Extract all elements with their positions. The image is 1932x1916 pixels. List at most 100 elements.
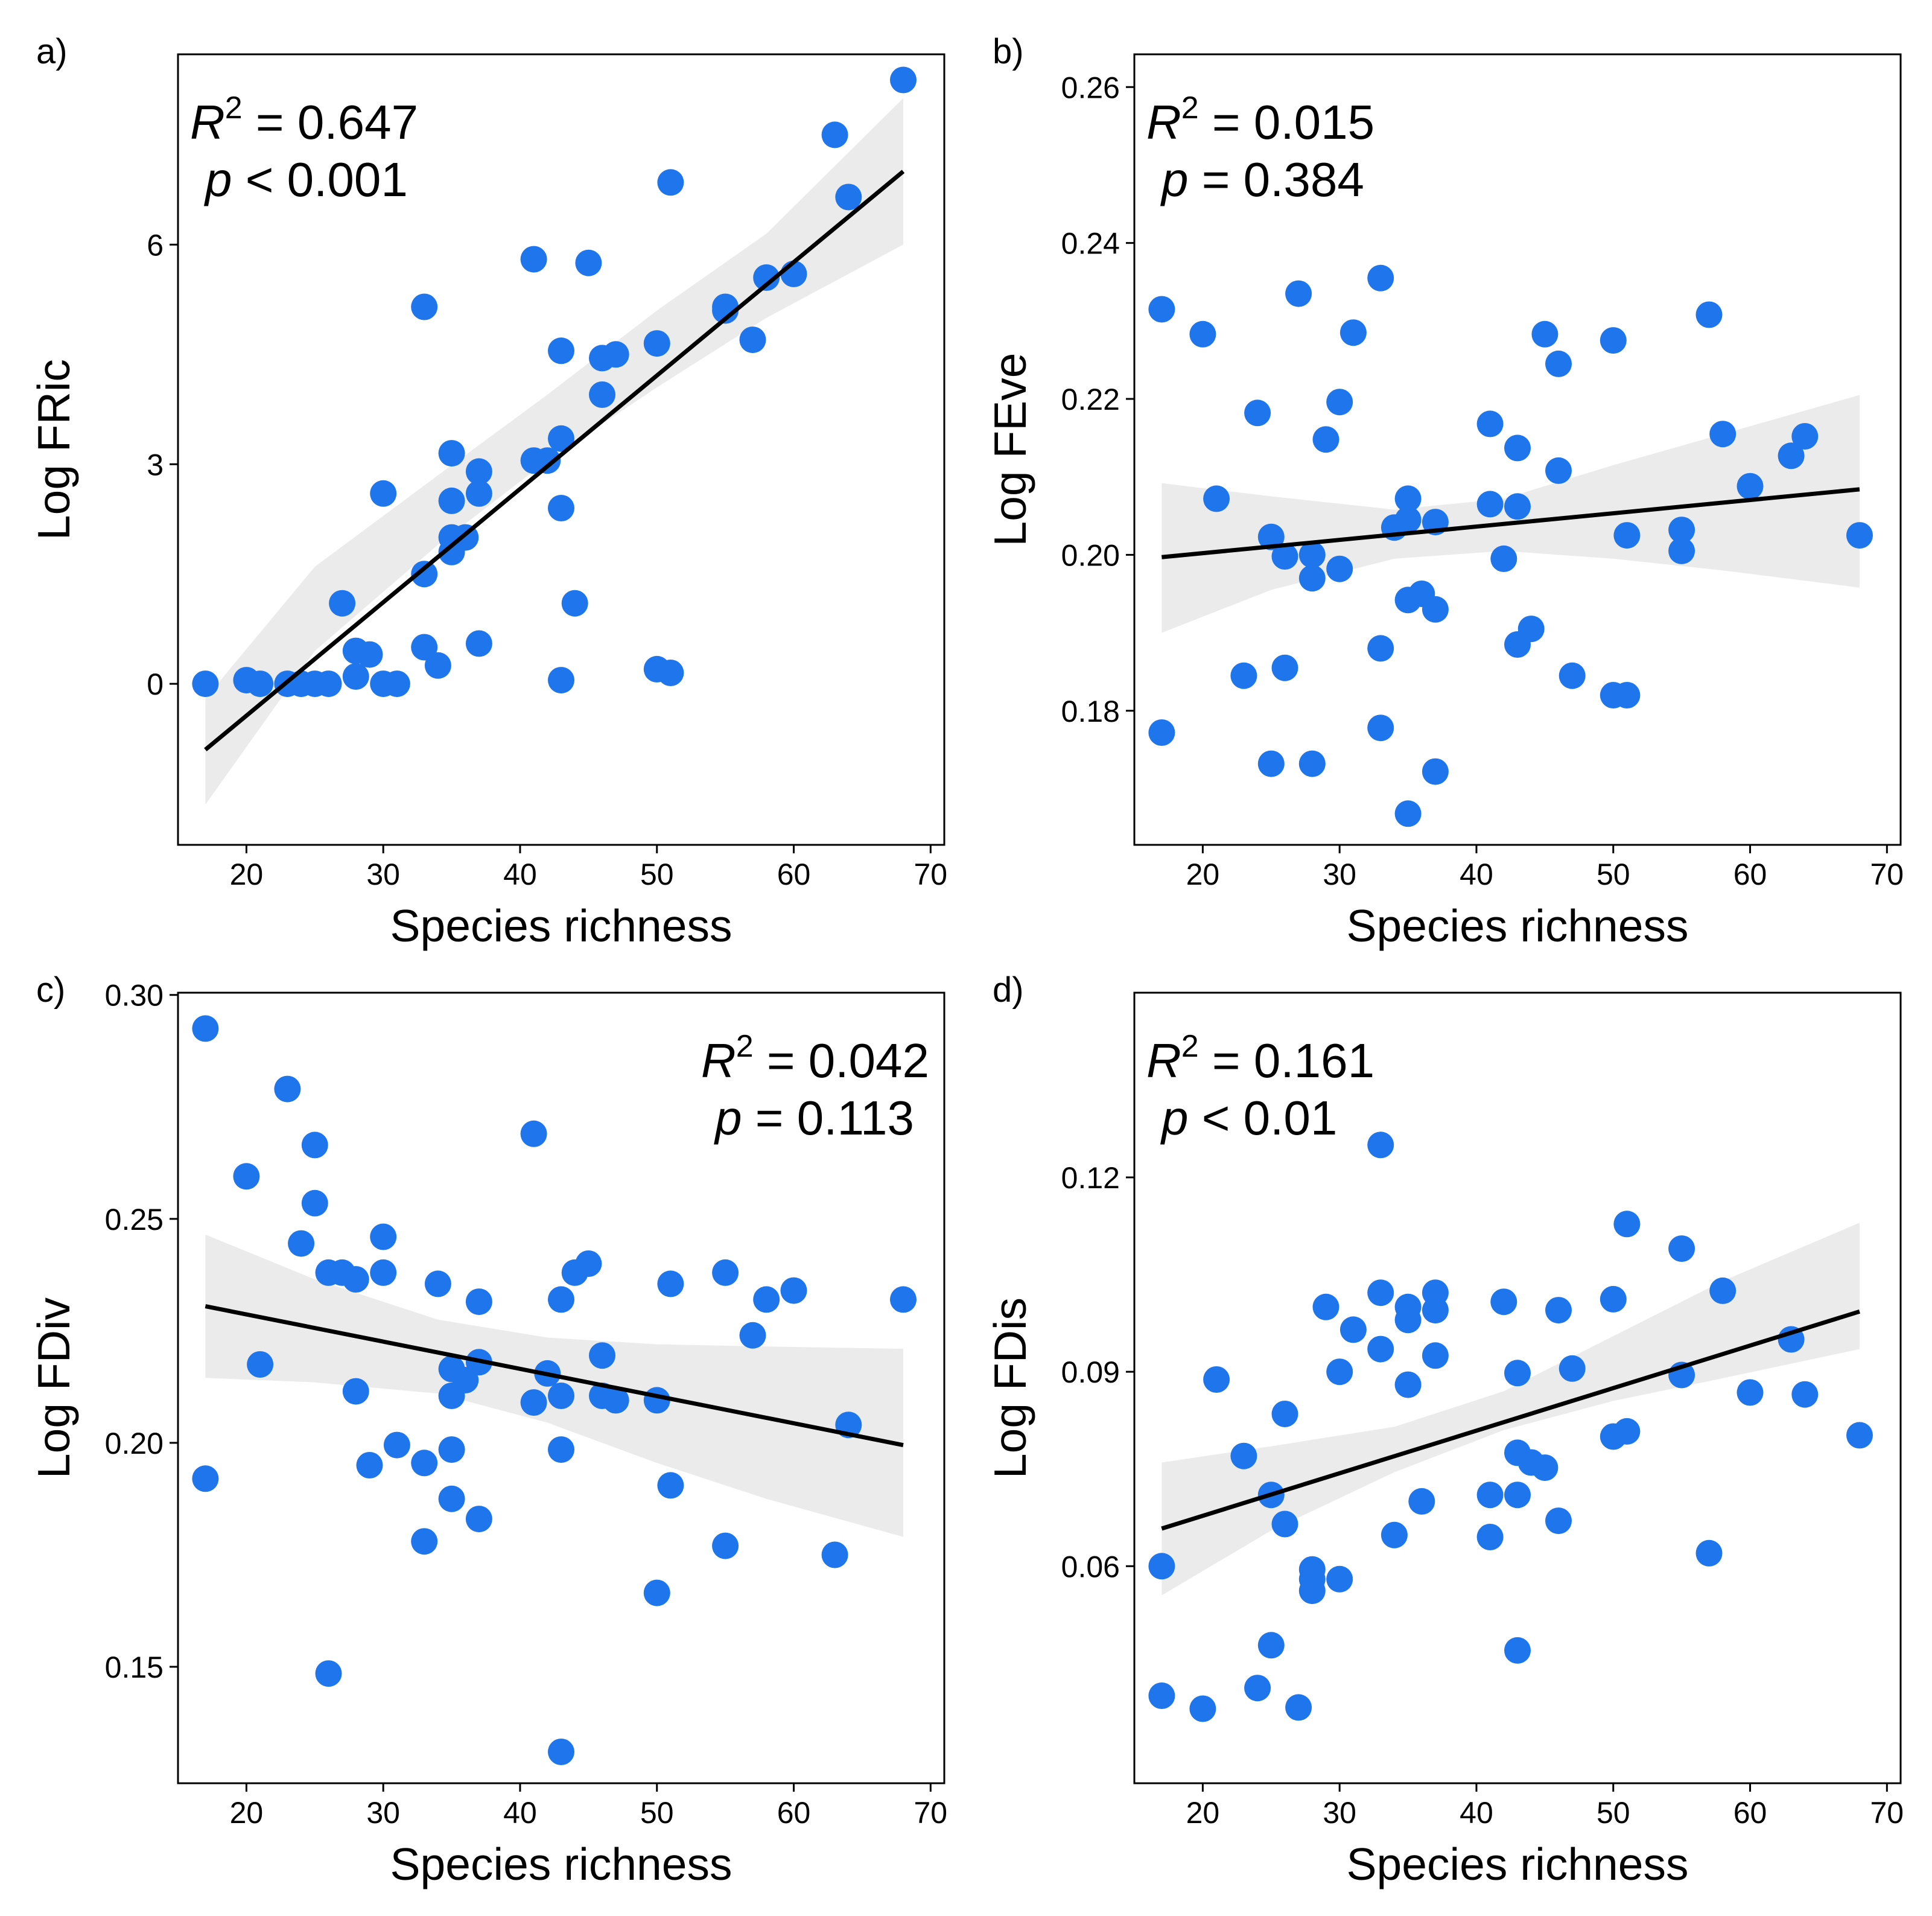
data-point xyxy=(370,1259,397,1286)
plot-frame xyxy=(1133,991,1902,1784)
plot-frame xyxy=(1133,53,1902,846)
y-tick-label: 0.06 xyxy=(1061,1550,1120,1583)
data-point xyxy=(465,458,492,485)
x-tick-label: 40 xyxy=(503,1796,537,1830)
data-point xyxy=(315,670,342,698)
data-point xyxy=(643,330,670,357)
data-point xyxy=(1394,800,1422,827)
y-axis-title: Log FDis xyxy=(985,1297,1035,1478)
data-point xyxy=(301,1131,328,1159)
data-point xyxy=(1271,543,1298,570)
confidence-band xyxy=(1161,1223,1860,1596)
data-point xyxy=(1367,1279,1394,1307)
panel-b: 20 30 40 50 60 70 0.18 0.20 0.22 0.24 0.26 Species … xyxy=(985,32,1904,951)
x-tick-label: 30 xyxy=(366,858,400,891)
data-point xyxy=(589,381,615,408)
data-point xyxy=(835,183,862,211)
data-point xyxy=(657,660,684,686)
x-axis-title: Species richness xyxy=(1347,900,1689,951)
data-point xyxy=(548,1436,574,1463)
data-point xyxy=(1613,1211,1641,1238)
data-point xyxy=(753,264,780,291)
data-point xyxy=(1504,1637,1531,1664)
data-point xyxy=(1326,389,1353,416)
data-point xyxy=(1559,1355,1586,1382)
x-axis-title: Species richness xyxy=(390,1839,732,1889)
data-point xyxy=(1312,426,1339,453)
data-point xyxy=(1367,715,1394,742)
data-point xyxy=(1271,654,1298,681)
y-axis-title: Log FEve xyxy=(985,352,1035,546)
data-point xyxy=(1709,421,1737,448)
x-tick-label: 20 xyxy=(1186,1796,1220,1830)
data-point xyxy=(370,480,397,507)
data-point xyxy=(465,1288,492,1316)
data-point xyxy=(657,1472,684,1499)
y-tick-label: 0.09 xyxy=(1061,1355,1120,1389)
data-point xyxy=(1709,1277,1737,1304)
data-point xyxy=(1737,473,1764,500)
data-point xyxy=(1326,1358,1353,1386)
data-point xyxy=(1148,719,1175,746)
x-tick-label: 40 xyxy=(503,858,537,891)
data-point xyxy=(329,590,356,617)
data-point xyxy=(520,1120,547,1147)
data-point xyxy=(1339,1316,1367,1343)
data-point xyxy=(1244,1675,1271,1702)
data-point xyxy=(1791,423,1819,450)
data-point xyxy=(1381,1521,1408,1548)
data-point xyxy=(192,670,219,698)
x-tick-label: 70 xyxy=(1870,858,1904,891)
data-point xyxy=(342,1378,369,1405)
data-point xyxy=(1285,280,1312,307)
data-point xyxy=(1559,662,1586,689)
y-tick-label: 0.25 xyxy=(105,1203,164,1236)
data-point xyxy=(356,641,383,668)
data-point xyxy=(383,670,410,698)
x-tick-label: 40 xyxy=(1460,858,1493,891)
x-tick-label: 20 xyxy=(1186,858,1220,891)
y-tick-label: 0.20 xyxy=(105,1427,164,1460)
data-point xyxy=(1394,485,1422,512)
data-point xyxy=(1285,1694,1312,1721)
x-tick-label: 20 xyxy=(230,858,264,891)
data-point xyxy=(1230,1442,1257,1469)
data-point xyxy=(643,1387,670,1414)
data-point xyxy=(438,1436,465,1463)
data-point xyxy=(1504,493,1531,520)
data-point xyxy=(1517,616,1545,643)
data-point xyxy=(712,297,739,324)
data-point xyxy=(643,1579,670,1606)
data-point xyxy=(1257,1632,1285,1659)
x-tick-label: 50 xyxy=(1597,858,1630,891)
data-point xyxy=(1271,1510,1298,1538)
data-point xyxy=(424,652,451,679)
data-point xyxy=(1846,1422,1873,1449)
x-tick-label: 70 xyxy=(1870,1796,1904,1830)
x-tick-label: 70 xyxy=(914,858,948,891)
data-point xyxy=(288,1230,315,1257)
data-point xyxy=(1422,758,1449,785)
data-point xyxy=(1148,1553,1175,1580)
x-tick-label: 70 xyxy=(914,1796,948,1830)
data-point xyxy=(438,487,465,514)
data-point xyxy=(1298,565,1326,592)
y-tick-label: 0.15 xyxy=(105,1650,164,1684)
data-point xyxy=(274,1075,301,1103)
data-point xyxy=(561,590,588,617)
plot-frame xyxy=(177,53,945,846)
r-squared-label: R2 = 0.015 xyxy=(1146,91,1374,149)
data-point xyxy=(1668,1235,1695,1262)
data-point xyxy=(411,561,438,588)
y-tick-label: 0 xyxy=(147,667,164,701)
p-value-label: p = 0.113 xyxy=(714,1091,914,1145)
data-point xyxy=(1394,1307,1422,1334)
panel-tag: b) xyxy=(993,32,1024,71)
data-point xyxy=(534,447,561,474)
regression-line xyxy=(1161,1309,1861,1531)
x-tick-label: 50 xyxy=(640,1796,674,1830)
plot-frame xyxy=(177,991,945,1784)
data-point xyxy=(411,1450,438,1477)
data-point xyxy=(1298,1577,1326,1605)
data-point xyxy=(411,634,438,661)
